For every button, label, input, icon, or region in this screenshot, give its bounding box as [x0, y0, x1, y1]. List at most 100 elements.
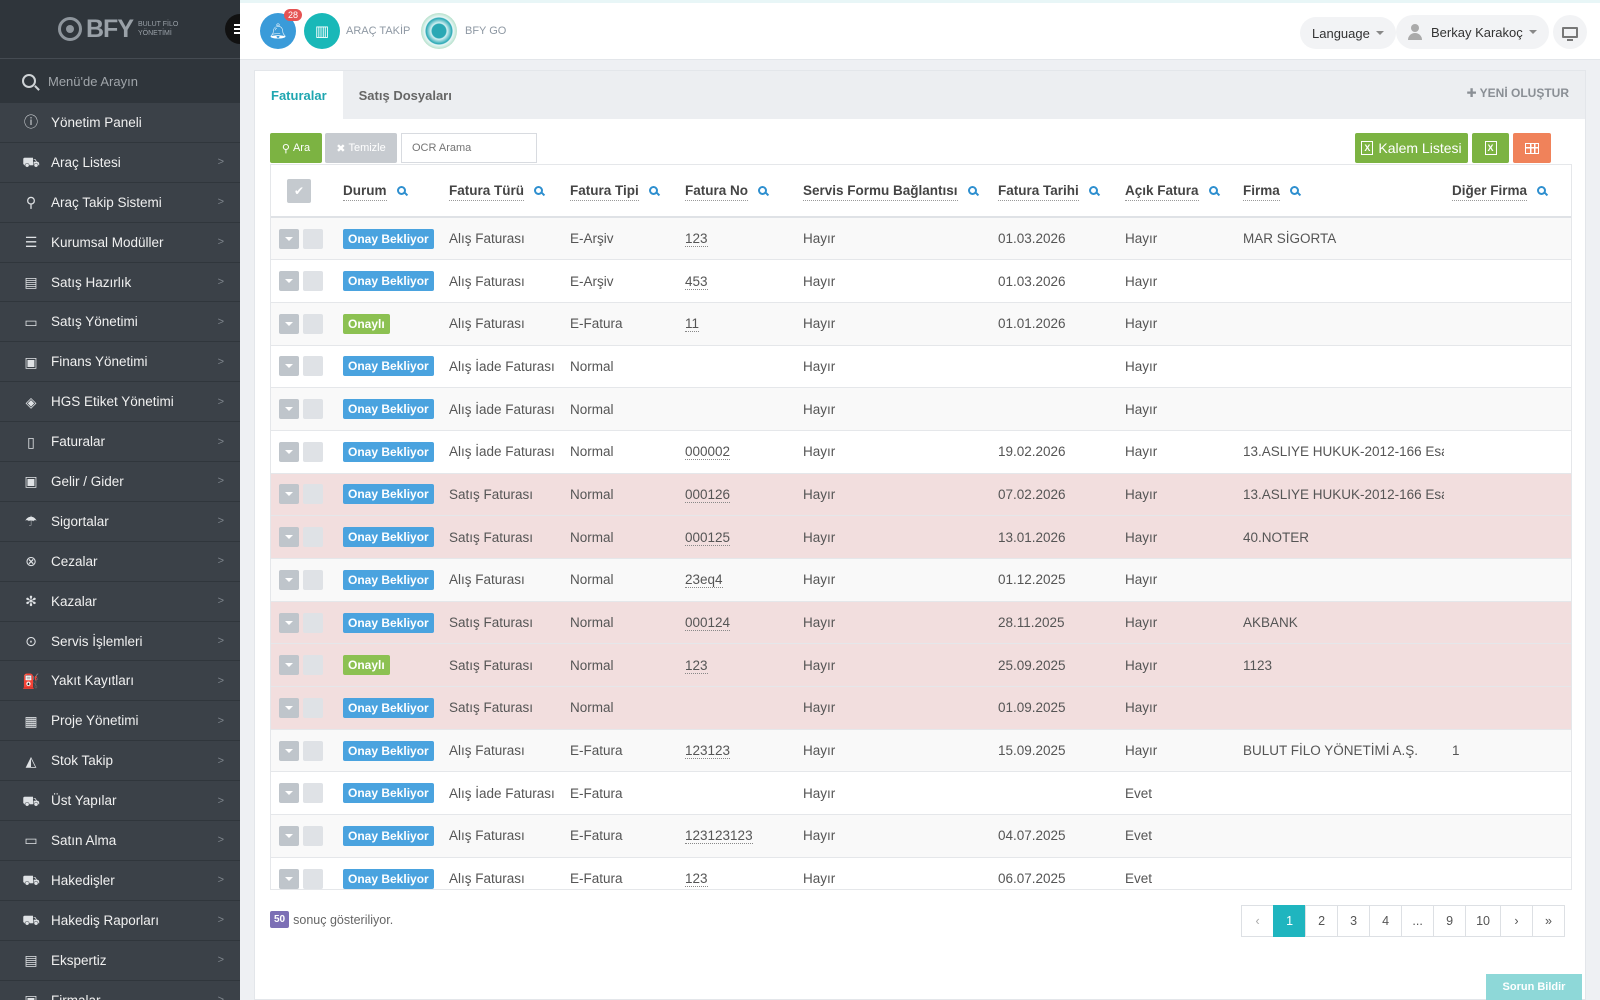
header-fatura-turu[interactable]: Fatura Türü [441, 165, 562, 218]
page-button[interactable]: ... [1401, 905, 1435, 937]
row-actions-dropdown[interactable] [279, 612, 299, 633]
search-icon[interactable] [758, 186, 768, 195]
page-button[interactable]: 3 [1337, 905, 1371, 937]
display-mode-button[interactable] [1553, 15, 1587, 49]
sidebar-item[interactable]: ◭ Stok Takip > [0, 741, 240, 782]
search-icon[interactable] [967, 186, 977, 195]
invoice-no-link[interactable]: 000125 [685, 529, 731, 546]
table-row[interactable]: Onay Bekliyor Alış Faturası E-Arşiv 123 … [271, 217, 1571, 261]
header-acik-fatura[interactable]: Açık Fatura [1117, 165, 1235, 218]
table-row[interactable]: Onay Bekliyor Satış Faturası Normal 0001… [271, 601, 1571, 645]
table-row[interactable]: Onay Bekliyor Satış Faturası Normal Hayı… [271, 686, 1571, 730]
row-actions-dropdown[interactable] [279, 740, 299, 761]
page-button[interactable]: › [1500, 905, 1533, 937]
sidebar-item[interactable]: ▭ Satın Alma > [0, 821, 240, 861]
sidebar-item[interactable]: ▣ Gelir / Gider > [0, 462, 240, 502]
item-list-button[interactable]: X Kalem Listesi [1355, 133, 1468, 163]
vehicle-tracking-label[interactable]: ARAÇ TAKİP [346, 25, 411, 37]
row-checkbox[interactable] [303, 655, 323, 676]
row-checkbox[interactable] [303, 441, 323, 462]
row-actions-dropdown[interactable] [279, 527, 299, 548]
header-durum[interactable]: Durum [335, 165, 441, 218]
sidebar-item[interactable]: ☰ Kurumsal Modüller > [0, 223, 240, 263]
sidebar-item[interactable]: ✻ Kazalar > [0, 582, 240, 622]
invoice-no-link[interactable]: 000126 [685, 486, 731, 503]
search-icon[interactable] [1088, 186, 1098, 195]
row-checkbox[interactable] [303, 740, 323, 761]
sidebar-item[interactable]: ▤ Ekspertiz > [0, 941, 240, 981]
row-actions-dropdown[interactable] [279, 484, 299, 505]
row-actions-dropdown[interactable] [279, 825, 299, 846]
ocr-search-input[interactable] [401, 133, 537, 163]
row-checkbox[interactable] [303, 527, 323, 548]
sidebar-item[interactable]: ⛟ Hakediş Raporları > [0, 901, 240, 941]
create-new-button[interactable]: ✚ YENİ OLUŞTUR [1466, 86, 1569, 100]
page-button[interactable]: 1 [1273, 905, 1307, 937]
bfy-go-logo-icon[interactable] [421, 13, 457, 49]
header-diger-firma[interactable]: Diğer Firma [1444, 165, 1571, 218]
row-checkbox[interactable] [303, 271, 323, 292]
row-actions-dropdown[interactable] [279, 783, 299, 804]
row-checkbox[interactable] [303, 868, 323, 889]
search-icon[interactable] [1537, 186, 1547, 195]
row-checkbox[interactable] [303, 484, 323, 505]
row-checkbox[interactable] [303, 783, 323, 804]
header-servis-formu[interactable]: Servis Formu Bağlantısı [795, 165, 990, 218]
table-row[interactable]: Onay Bekliyor Alış İade Faturası E-Fatur… [271, 771, 1571, 816]
table-row[interactable]: Onay Bekliyor Alış İade Faturası Normal … [271, 430, 1571, 474]
table-row[interactable]: Onay Bekliyor Alış İade Faturası Normal … [271, 387, 1571, 431]
search-icon[interactable] [396, 186, 406, 195]
sidebar-item[interactable]: ⊗ Cezalar > [0, 542, 240, 582]
sidebar-item[interactable]: ⓘ Yönetim Paneli [0, 103, 240, 143]
sidebar-item[interactable]: ☂ Sigortalar > [0, 502, 240, 542]
row-actions-dropdown[interactable] [279, 868, 299, 889]
invoice-no-link[interactable]: 123 [685, 871, 708, 888]
bfy-go-label[interactable]: BFY GO [465, 25, 507, 37]
report-issue-button[interactable]: Sorun Bildir [1486, 974, 1582, 1000]
search-icon[interactable] [534, 186, 544, 195]
search-button[interactable]: ⚲ Ara [270, 133, 322, 163]
select-all-checkbox[interactable]: ✔ [287, 178, 311, 203]
page-button[interactable]: » [1532, 905, 1565, 937]
page-button[interactable]: 10 [1465, 905, 1501, 937]
table-row[interactable]: Onay Bekliyor Alış İade Faturası Normal … [271, 345, 1571, 389]
sidebar-item[interactable]: ⛟ Hakedişler > [0, 861, 240, 901]
row-actions-dropdown[interactable] [279, 697, 299, 718]
row-checkbox[interactable] [303, 697, 323, 718]
invoice-no-link[interactable]: 123 [685, 657, 708, 674]
sidebar-item[interactable]: ◈ HGS Etiket Yönetimi > [0, 382, 240, 423]
table-row[interactable]: Onay Bekliyor Alış Faturası Normal 23eq4… [271, 558, 1571, 602]
header-firma[interactable]: Firma [1235, 165, 1444, 218]
sidebar-item[interactable]: ▯ Faturalar > [0, 422, 240, 463]
row-actions-dropdown[interactable] [279, 441, 299, 462]
clear-button[interactable]: ✖ Temizle [325, 133, 397, 163]
table-row[interactable]: Onay Bekliyor Satış Faturası Normal 0001… [271, 515, 1571, 559]
sidebar-item[interactable]: ⊙ Servis İşlemleri > [0, 622, 240, 662]
row-actions-dropdown[interactable] [279, 655, 299, 676]
sidebar-item[interactable]: ▣ Firmalar > [0, 981, 240, 1000]
page-button[interactable]: 2 [1305, 905, 1339, 937]
row-checkbox[interactable] [303, 612, 323, 633]
table-row[interactable]: Onaylı Alış Faturası E-Fatura 11 Hayır 0… [271, 302, 1571, 346]
table-row[interactable]: Onay Bekliyor Alış Faturası E-Fatura 123… [271, 814, 1571, 858]
row-actions-dropdown[interactable] [279, 569, 299, 590]
invoice-no-link[interactable]: 453 [685, 273, 708, 290]
tab-invoices[interactable]: Faturalar [255, 71, 343, 119]
table-row[interactable]: Onay Bekliyor Alış Faturası E-Fatura 123… [271, 857, 1571, 889]
table-row[interactable]: Onay Bekliyor Alış Faturası E-Arşiv 453 … [271, 259, 1571, 303]
sidebar-item[interactable]: ⛟ Üst Yapılar > [0, 781, 240, 822]
row-checkbox[interactable] [303, 228, 323, 249]
vehicle-tracking-button[interactable]: ▥ [304, 13, 340, 49]
sidebar-item[interactable]: ▦ Proje Yönetimi > [0, 701, 240, 742]
sidebar-search-input[interactable]: Menü'de Arayın [0, 58, 240, 103]
sidebar-item[interactable]: ▭ Satış Yönetimi > [0, 302, 240, 343]
sidebar-item[interactable]: ▤ Satış Hazırlık > [0, 263, 240, 303]
header-fatura-tipi[interactable]: Fatura Tipi [562, 165, 677, 218]
invoice-no-link[interactable]: 11 [685, 316, 700, 333]
header-fatura-no[interactable]: Fatura No [677, 165, 795, 218]
tab-sales-files[interactable]: Satış Dosyaları [358, 87, 452, 103]
row-actions-dropdown[interactable] [279, 356, 299, 377]
sidebar-item[interactable]: ⚲ Araç Takip Sistemi > [0, 183, 240, 223]
row-actions-dropdown[interactable] [279, 271, 299, 292]
row-checkbox[interactable] [303, 399, 323, 420]
